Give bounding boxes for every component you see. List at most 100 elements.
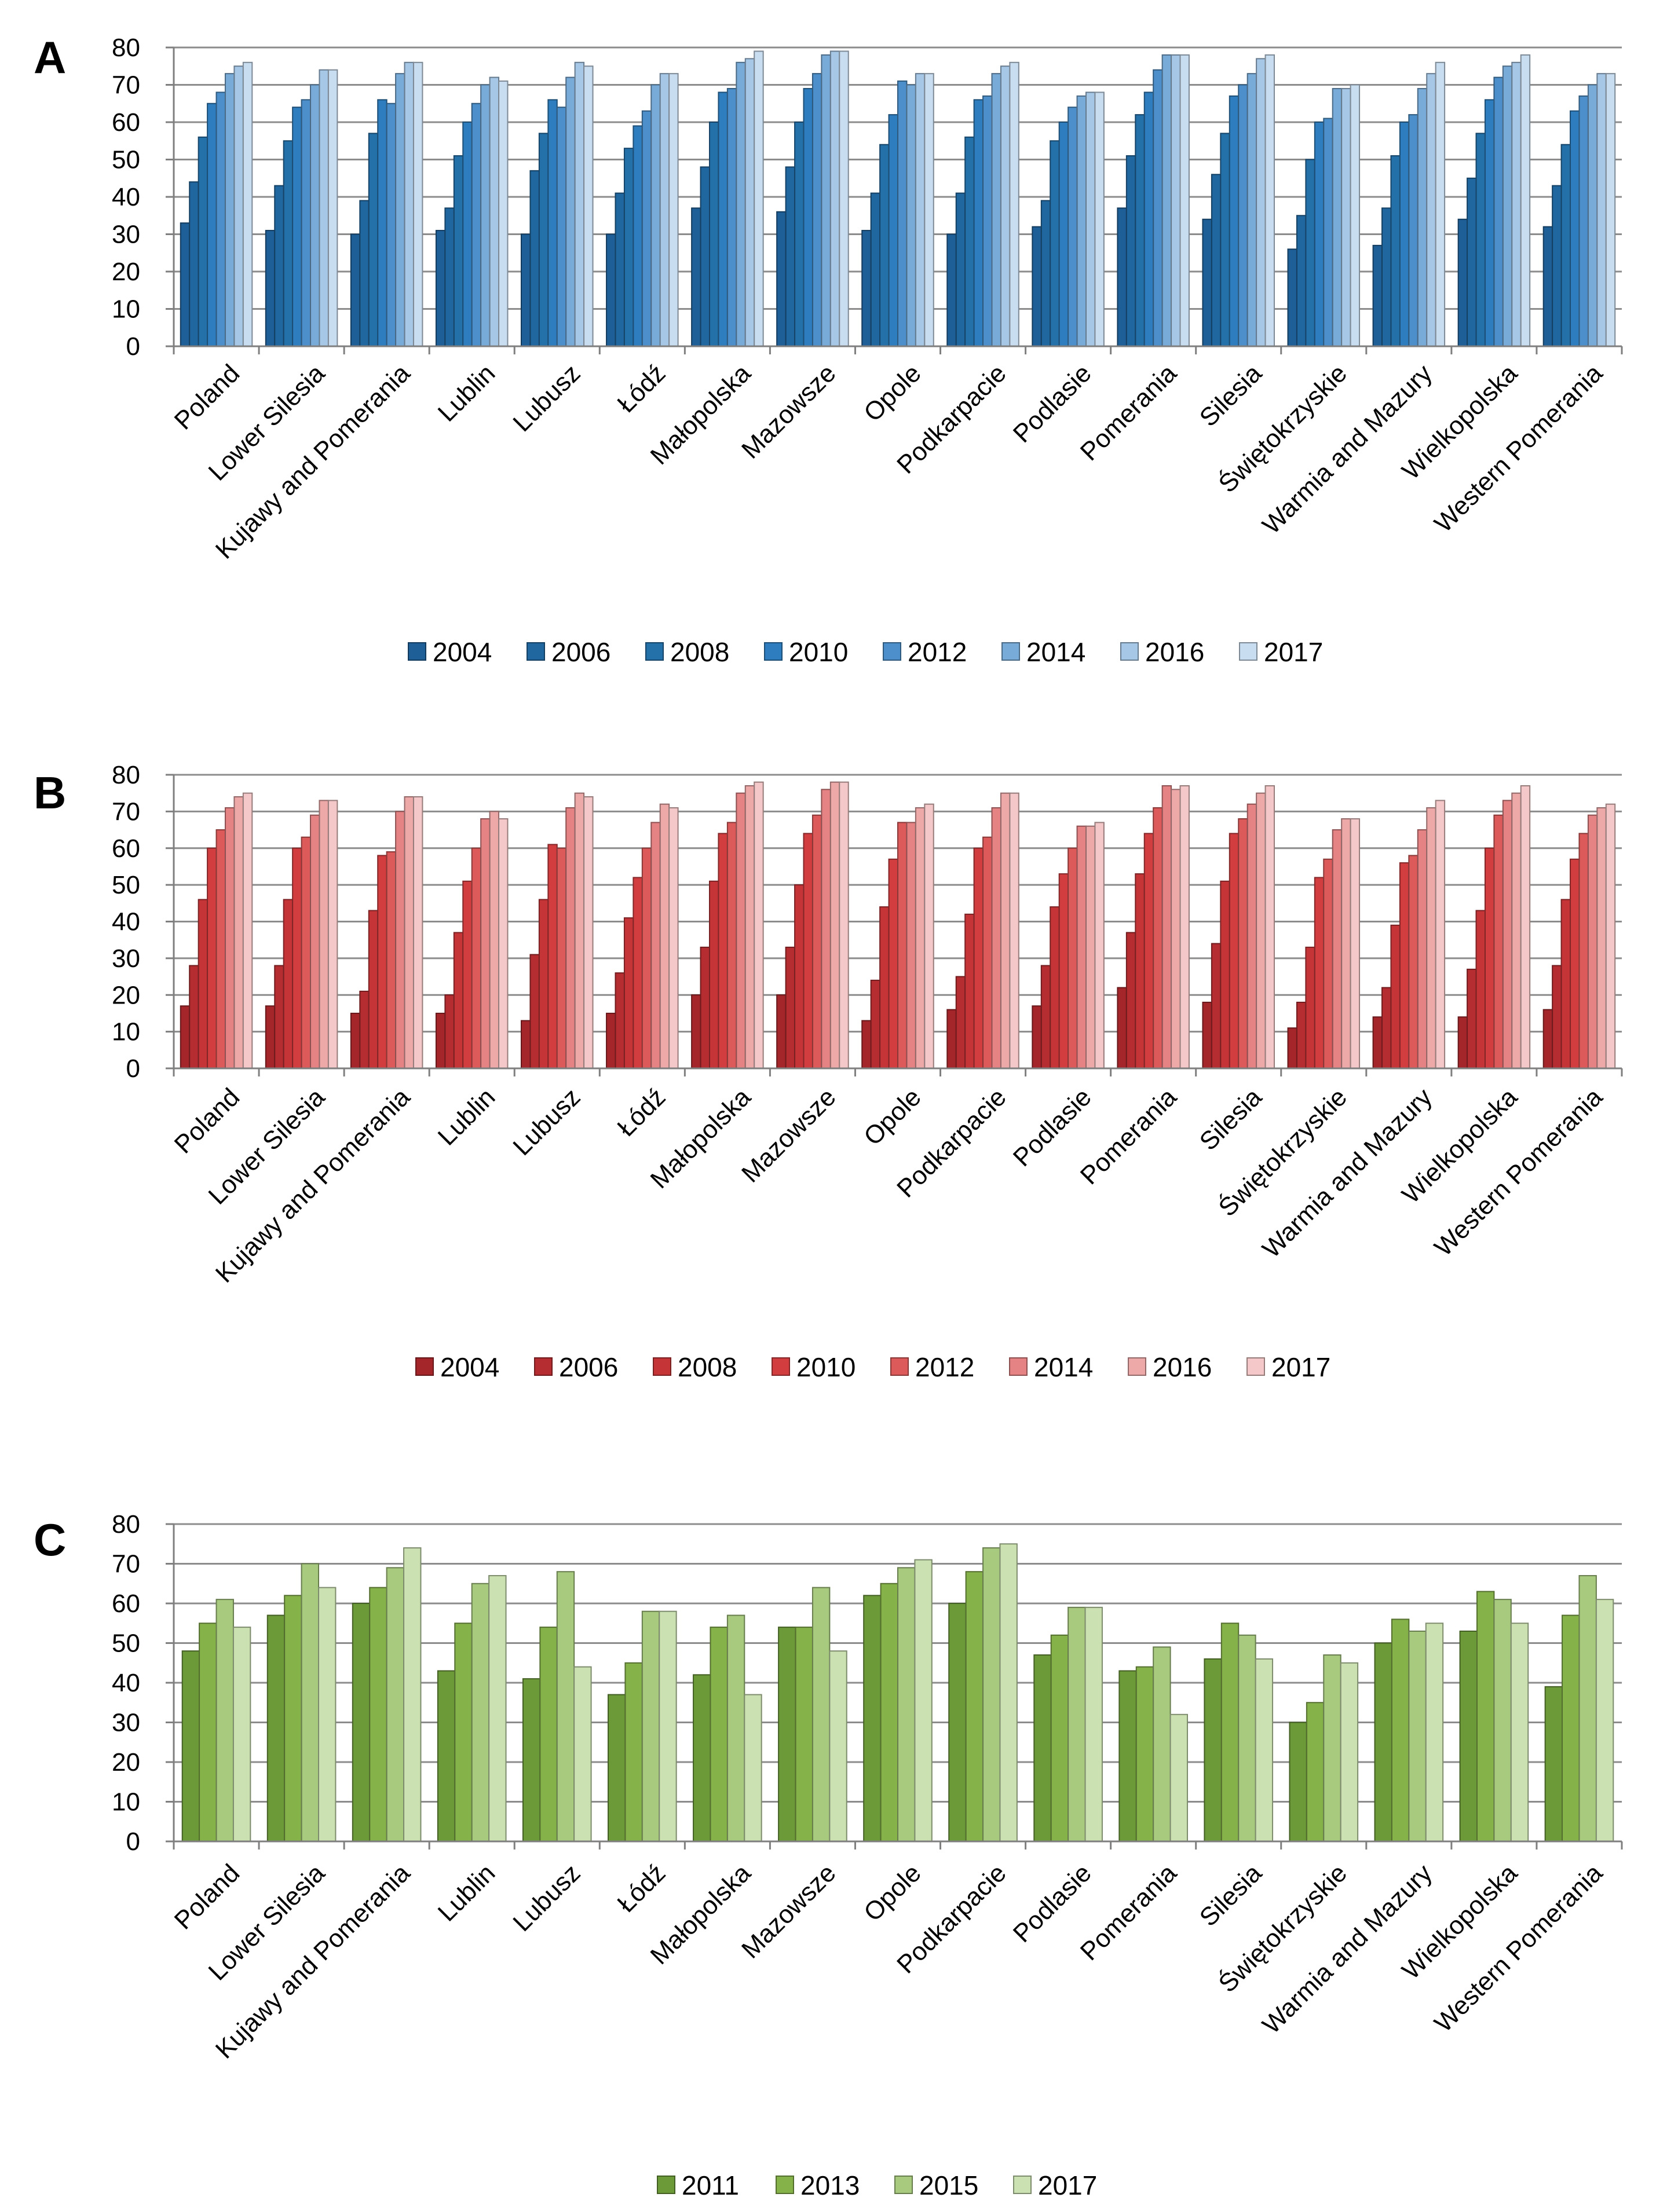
bar-2012 — [1578, 833, 1589, 1069]
legend-label-2011: 2011 — [682, 2170, 739, 2200]
bar-2015 — [1323, 1654, 1341, 1842]
bar-2017 — [412, 796, 423, 1070]
bar-2014 — [1161, 54, 1172, 347]
bar-2016 — [659, 803, 670, 1069]
bar-2017 — [914, 1559, 933, 1842]
bars — [181, 1543, 1614, 1843]
bar-2017 — [1179, 785, 1190, 1069]
x-category-label: Warmia and Mazury — [1257, 359, 1438, 540]
bar-2008 — [623, 148, 634, 347]
bar-2017 — [1264, 785, 1275, 1069]
legend-label-2017: 2017 — [1038, 2170, 1097, 2200]
x-category-label: Opole — [858, 1083, 927, 1151]
bar-2016 — [1256, 792, 1266, 1069]
bar-2004 — [691, 207, 701, 347]
bar-2006 — [1552, 965, 1562, 1069]
bar-2010 — [1229, 95, 1240, 347]
bar-2012 — [1408, 114, 1419, 347]
bar-2006 — [1040, 965, 1051, 1069]
bar-2017 — [498, 80, 509, 347]
bar-2013 — [199, 1623, 217, 1842]
y-tick-label: 70 — [112, 1550, 140, 1579]
bar-2008 — [538, 899, 549, 1069]
bar-2013 — [1050, 1634, 1069, 1842]
bar-2016 — [574, 61, 585, 347]
bar-2016 — [1000, 792, 1011, 1069]
bar-2017 — [1350, 84, 1361, 347]
bar-2017 — [403, 1547, 422, 1842]
bar-2008 — [964, 913, 975, 1069]
bar-2016 — [574, 792, 585, 1069]
y-tick-label: 60 — [112, 834, 140, 863]
bar-2017 — [242, 61, 253, 347]
x-category-label: Podlasie — [1008, 1859, 1097, 1948]
bar-2006 — [444, 994, 455, 1069]
bar-2004 — [1457, 1016, 1468, 1069]
bar-2012 — [471, 102, 482, 347]
bar-2004 — [1032, 1005, 1042, 1070]
bar-2004 — [1117, 207, 1127, 347]
bar-2017 — [583, 65, 594, 347]
bar-2008 — [1560, 899, 1571, 1069]
bar-2016 — [233, 65, 244, 347]
bar-2014 — [565, 807, 576, 1069]
bar-2004 — [606, 1012, 616, 1069]
legend-label-2012: 2012 — [908, 637, 967, 667]
legend-label-2014: 2014 — [1026, 637, 1085, 667]
legend-label-2004: 2004 — [433, 637, 492, 667]
bar-2010 — [803, 833, 813, 1069]
bar-2008 — [283, 140, 294, 347]
bar-2016 — [233, 796, 244, 1070]
bar-2014 — [395, 811, 405, 1069]
bar-2006 — [870, 192, 881, 347]
bar-2017 — [924, 803, 934, 1069]
bar-2012 — [301, 99, 312, 347]
bar-2016 — [744, 785, 755, 1069]
bar-2013 — [710, 1627, 728, 1842]
x-category-label: Poland — [169, 359, 246, 435]
bar-2008 — [1305, 159, 1315, 347]
bar-2010 — [377, 855, 387, 1070]
bar-2014 — [224, 73, 235, 347]
y-tick-label: 30 — [112, 944, 140, 973]
bar-2006 — [359, 990, 370, 1069]
bar-2017 — [829, 1650, 847, 1842]
x-category-label: Silesia — [1194, 359, 1268, 433]
bar-2012 — [471, 847, 482, 1069]
bar-2016 — [489, 811, 500, 1069]
bar-2006 — [785, 946, 796, 1069]
bar-2004 — [1372, 1016, 1383, 1069]
bar-2014 — [565, 76, 576, 347]
bar-2017 — [327, 800, 338, 1070]
legend: 2004 2006 2008 2010 2012 2014 2016 2017 — [408, 637, 1323, 667]
bar-2016 — [1511, 792, 1522, 1069]
bar-2008 — [1390, 924, 1401, 1069]
legend-swatch-2013 — [776, 2176, 794, 2194]
bar-2014 — [1502, 800, 1513, 1070]
legend-swatch-2006 — [527, 642, 545, 661]
bar-2012 — [556, 107, 567, 347]
y-tick-label: 20 — [112, 1748, 140, 1777]
x-category-label: Lubusz — [507, 359, 586, 437]
bar-2017 — [1169, 1713, 1189, 1842]
bar-2012 — [1153, 69, 1163, 347]
bar-2013 — [1391, 1618, 1410, 1842]
bar-2014 — [821, 789, 831, 1069]
bar-2008 — [623, 917, 634, 1069]
bars — [180, 50, 1616, 347]
bar-2012 — [897, 822, 908, 1069]
bar-2004 — [946, 1009, 957, 1070]
bar-2006 — [1040, 200, 1051, 347]
bar-2013 — [284, 1595, 302, 1843]
bar-2014 — [736, 61, 746, 347]
bar-2010 — [1399, 122, 1410, 347]
bar-2006 — [1467, 177, 1477, 347]
bar-2015 — [811, 1587, 831, 1842]
bar-2008 — [283, 899, 294, 1069]
bar-2016 — [1341, 87, 1351, 347]
bar-2010 — [207, 847, 217, 1069]
bar-2014 — [1417, 87, 1428, 347]
bar-2004 — [776, 994, 787, 1069]
bar-2010 — [1143, 833, 1154, 1069]
bar-2004 — [1287, 248, 1297, 347]
